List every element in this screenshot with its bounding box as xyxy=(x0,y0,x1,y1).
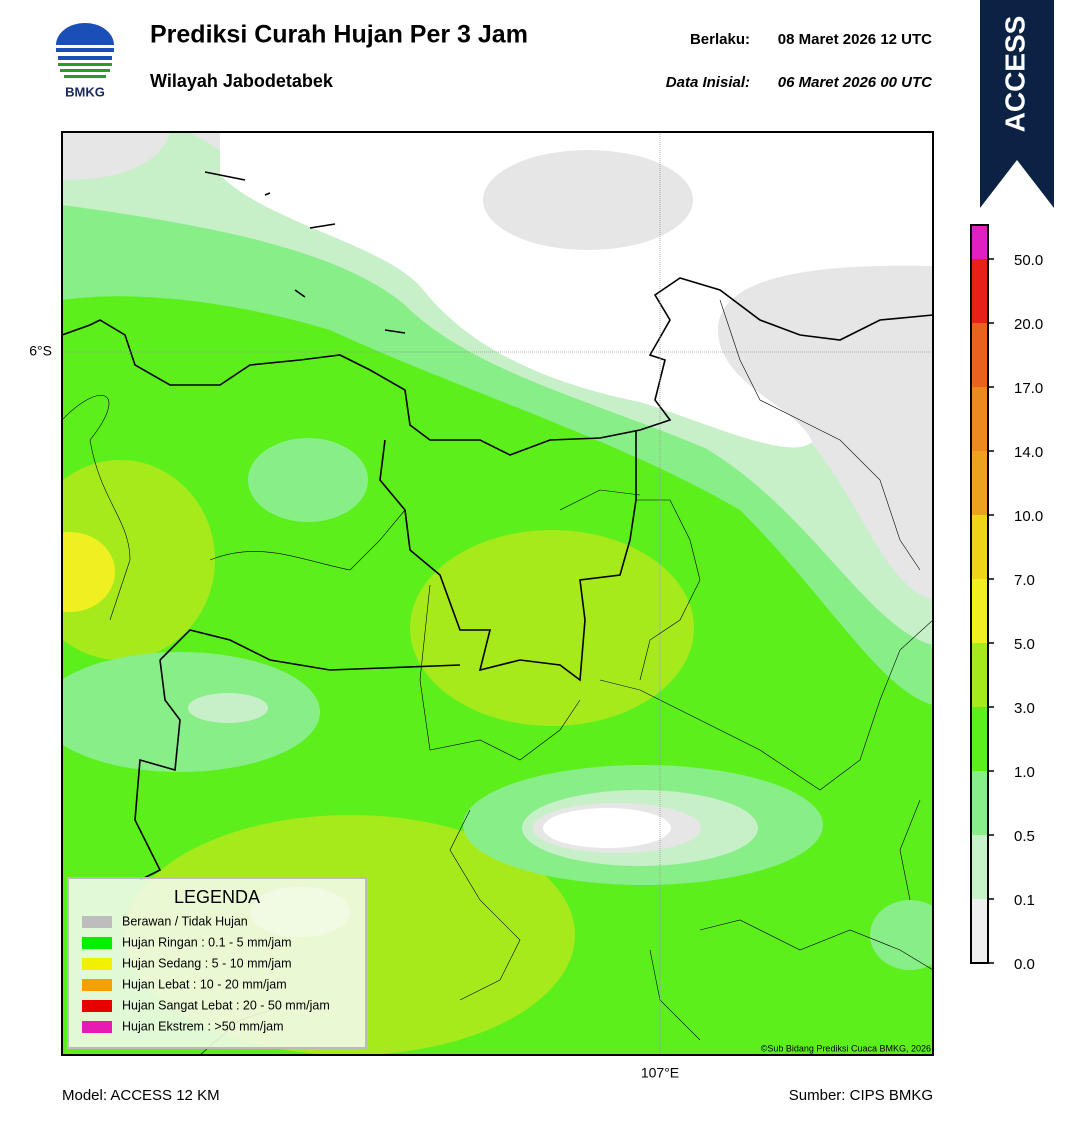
legend-swatch xyxy=(82,979,112,991)
colorbar-label: 14.0 xyxy=(1014,444,1043,461)
legend-label: Hujan Sangat Lebat : 20 - 50 mm/jam xyxy=(122,998,330,1012)
init-label: Data Inisial: xyxy=(666,74,750,91)
colorbar-label: 50.0 xyxy=(1014,252,1043,269)
colorbar-segment xyxy=(971,835,988,899)
colorbar-segment xyxy=(971,643,988,707)
legend-swatch xyxy=(82,1021,112,1033)
model-badge-text: ACCESS xyxy=(999,16,1030,133)
footer-source: Sumber: CIPS BMKG xyxy=(789,1087,933,1104)
init-value: 06 Maret 2026 00 UTC xyxy=(778,74,933,91)
colorbar-label: 17.0 xyxy=(1014,380,1043,397)
footer-model: Model: ACCESS 12 KM xyxy=(62,1087,220,1104)
colorbar-segment xyxy=(971,899,988,963)
colorbar-label: 5.0 xyxy=(1014,636,1035,653)
lat-label: 6°S xyxy=(29,343,52,359)
colorbar-label: 7.0 xyxy=(1014,572,1035,589)
colorbar-segment xyxy=(971,451,988,515)
colorbar-label: 0.0 xyxy=(1014,956,1035,973)
map-frame xyxy=(61,131,934,1056)
colorbar-segment xyxy=(971,387,988,451)
legend-swatch xyxy=(82,958,112,970)
valid-value: 08 Maret 2026 12 UTC xyxy=(778,31,932,48)
credit: ©Sub Bidang Prediksi Cuaca BMKG, 2026 xyxy=(761,1043,931,1053)
legend-label: Hujan Ringan : 0.1 - 5 mm/jam xyxy=(122,935,292,949)
colorbar: 0.0 0.1 0.5 1.0 3.0 5.0 7.0 10.0 14.0 17.0 20.0 50.… xyxy=(970,224,1043,973)
colorbar-segment xyxy=(971,259,988,323)
valid-label: Berlaku: xyxy=(690,31,750,48)
subtitle: Wilayah Jabodetabek xyxy=(150,71,334,91)
logo-text: BMKG xyxy=(65,84,105,99)
legend-swatch xyxy=(82,916,112,928)
lon-label: 107°E xyxy=(641,1065,679,1081)
colorbar-segment xyxy=(971,323,988,387)
colorbar-label: 1.0 xyxy=(1014,764,1035,781)
legend-title: LEGENDA xyxy=(174,887,260,907)
legend-label: Hujan Ekstrem : >50 mm/jam xyxy=(122,1019,284,1033)
colorbar-frame xyxy=(970,224,989,964)
legend-swatch xyxy=(82,937,112,949)
colorbar-segment xyxy=(971,707,988,771)
colorbar-segment xyxy=(971,515,988,579)
legend-swatch xyxy=(82,1000,112,1012)
logo xyxy=(56,23,114,78)
colorbar-label: 3.0 xyxy=(1014,700,1035,717)
legend-label: Hujan Sedang : 5 - 10 mm/jam xyxy=(122,956,292,970)
colorbar-label: 10.0 xyxy=(1014,508,1043,525)
rain-map xyxy=(62,132,933,1055)
title: Prediksi Curah Hujan Per 3 Jam xyxy=(150,21,528,49)
model-badge xyxy=(980,0,1054,208)
legend-label: Berawan / Tidak Hujan xyxy=(122,914,248,928)
colorbar-label: 0.5 xyxy=(1014,828,1035,845)
colorbar-segment xyxy=(971,225,988,259)
colorbar-segment xyxy=(971,771,988,835)
colorbar-label: 0.1 xyxy=(1014,892,1035,909)
legend-label: Hujan Lebat : 10 - 20 mm/jam xyxy=(122,977,287,991)
colorbar-segment xyxy=(971,579,988,643)
legend: LEGENDA Berawan / Tidak Hujan Hujan Ringa… xyxy=(67,877,367,1049)
colorbar-label: 20.0 xyxy=(1014,316,1043,333)
